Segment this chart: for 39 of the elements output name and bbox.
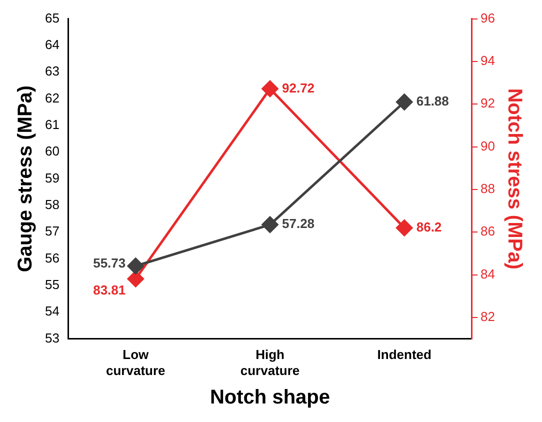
data-label: 55.73: [93, 256, 126, 271]
y-tick-label: 65: [44, 10, 60, 26]
point: [262, 216, 278, 233]
y2-tick-label: 86: [480, 224, 496, 239]
y-axis-title: Gauge stress (MPa): [14, 85, 37, 272]
x-tick-label: Low curvature: [106, 347, 166, 378]
data-label: 57.28: [282, 216, 315, 232]
y-tick-label: 54: [44, 304, 60, 319]
y-tick-label: 64: [44, 37, 60, 52]
y-tick-label: 61: [44, 117, 60, 132]
y-tick-label: 60: [44, 144, 60, 159]
y2-tick-label: 96: [480, 10, 496, 26]
y2-tick-label: 84: [480, 266, 496, 282]
data-label: 83.81: [93, 282, 126, 298]
y-tick-label: 63: [44, 64, 60, 79]
y2-tick-label: 94: [480, 53, 496, 68]
x-tick-label: Indented: [377, 347, 432, 362]
point: [396, 220, 413, 236]
y2-axis-title: Notch stress (MPa): [503, 88, 526, 270]
y2-tick-label: 82: [480, 309, 496, 324]
x-tick-label: High curvature: [240, 347, 300, 378]
data-label: 61.88: [416, 94, 449, 109]
y-tick-label: 58: [44, 197, 60, 212]
y-tick-label: 55: [44, 277, 60, 292]
y-tick-label: 59: [44, 170, 60, 186]
y2-tick-label: 88: [480, 181, 496, 196]
point: [262, 80, 278, 98]
data-label: 92.72: [282, 80, 315, 96]
y-tick-label: 53: [44, 330, 60, 346]
point: [127, 270, 144, 288]
data-label: 86.2: [416, 219, 442, 234]
y2-tick-label: 92: [480, 96, 496, 111]
y-tick-label: 57: [44, 224, 60, 239]
x-axis-title: Notch shape: [210, 386, 330, 409]
y-tick-label: 56: [44, 250, 60, 266]
y2-tick-label: 90: [480, 138, 496, 154]
point: [396, 94, 413, 110]
point: [127, 258, 144, 274]
y-tick-label: 62: [44, 90, 60, 106]
